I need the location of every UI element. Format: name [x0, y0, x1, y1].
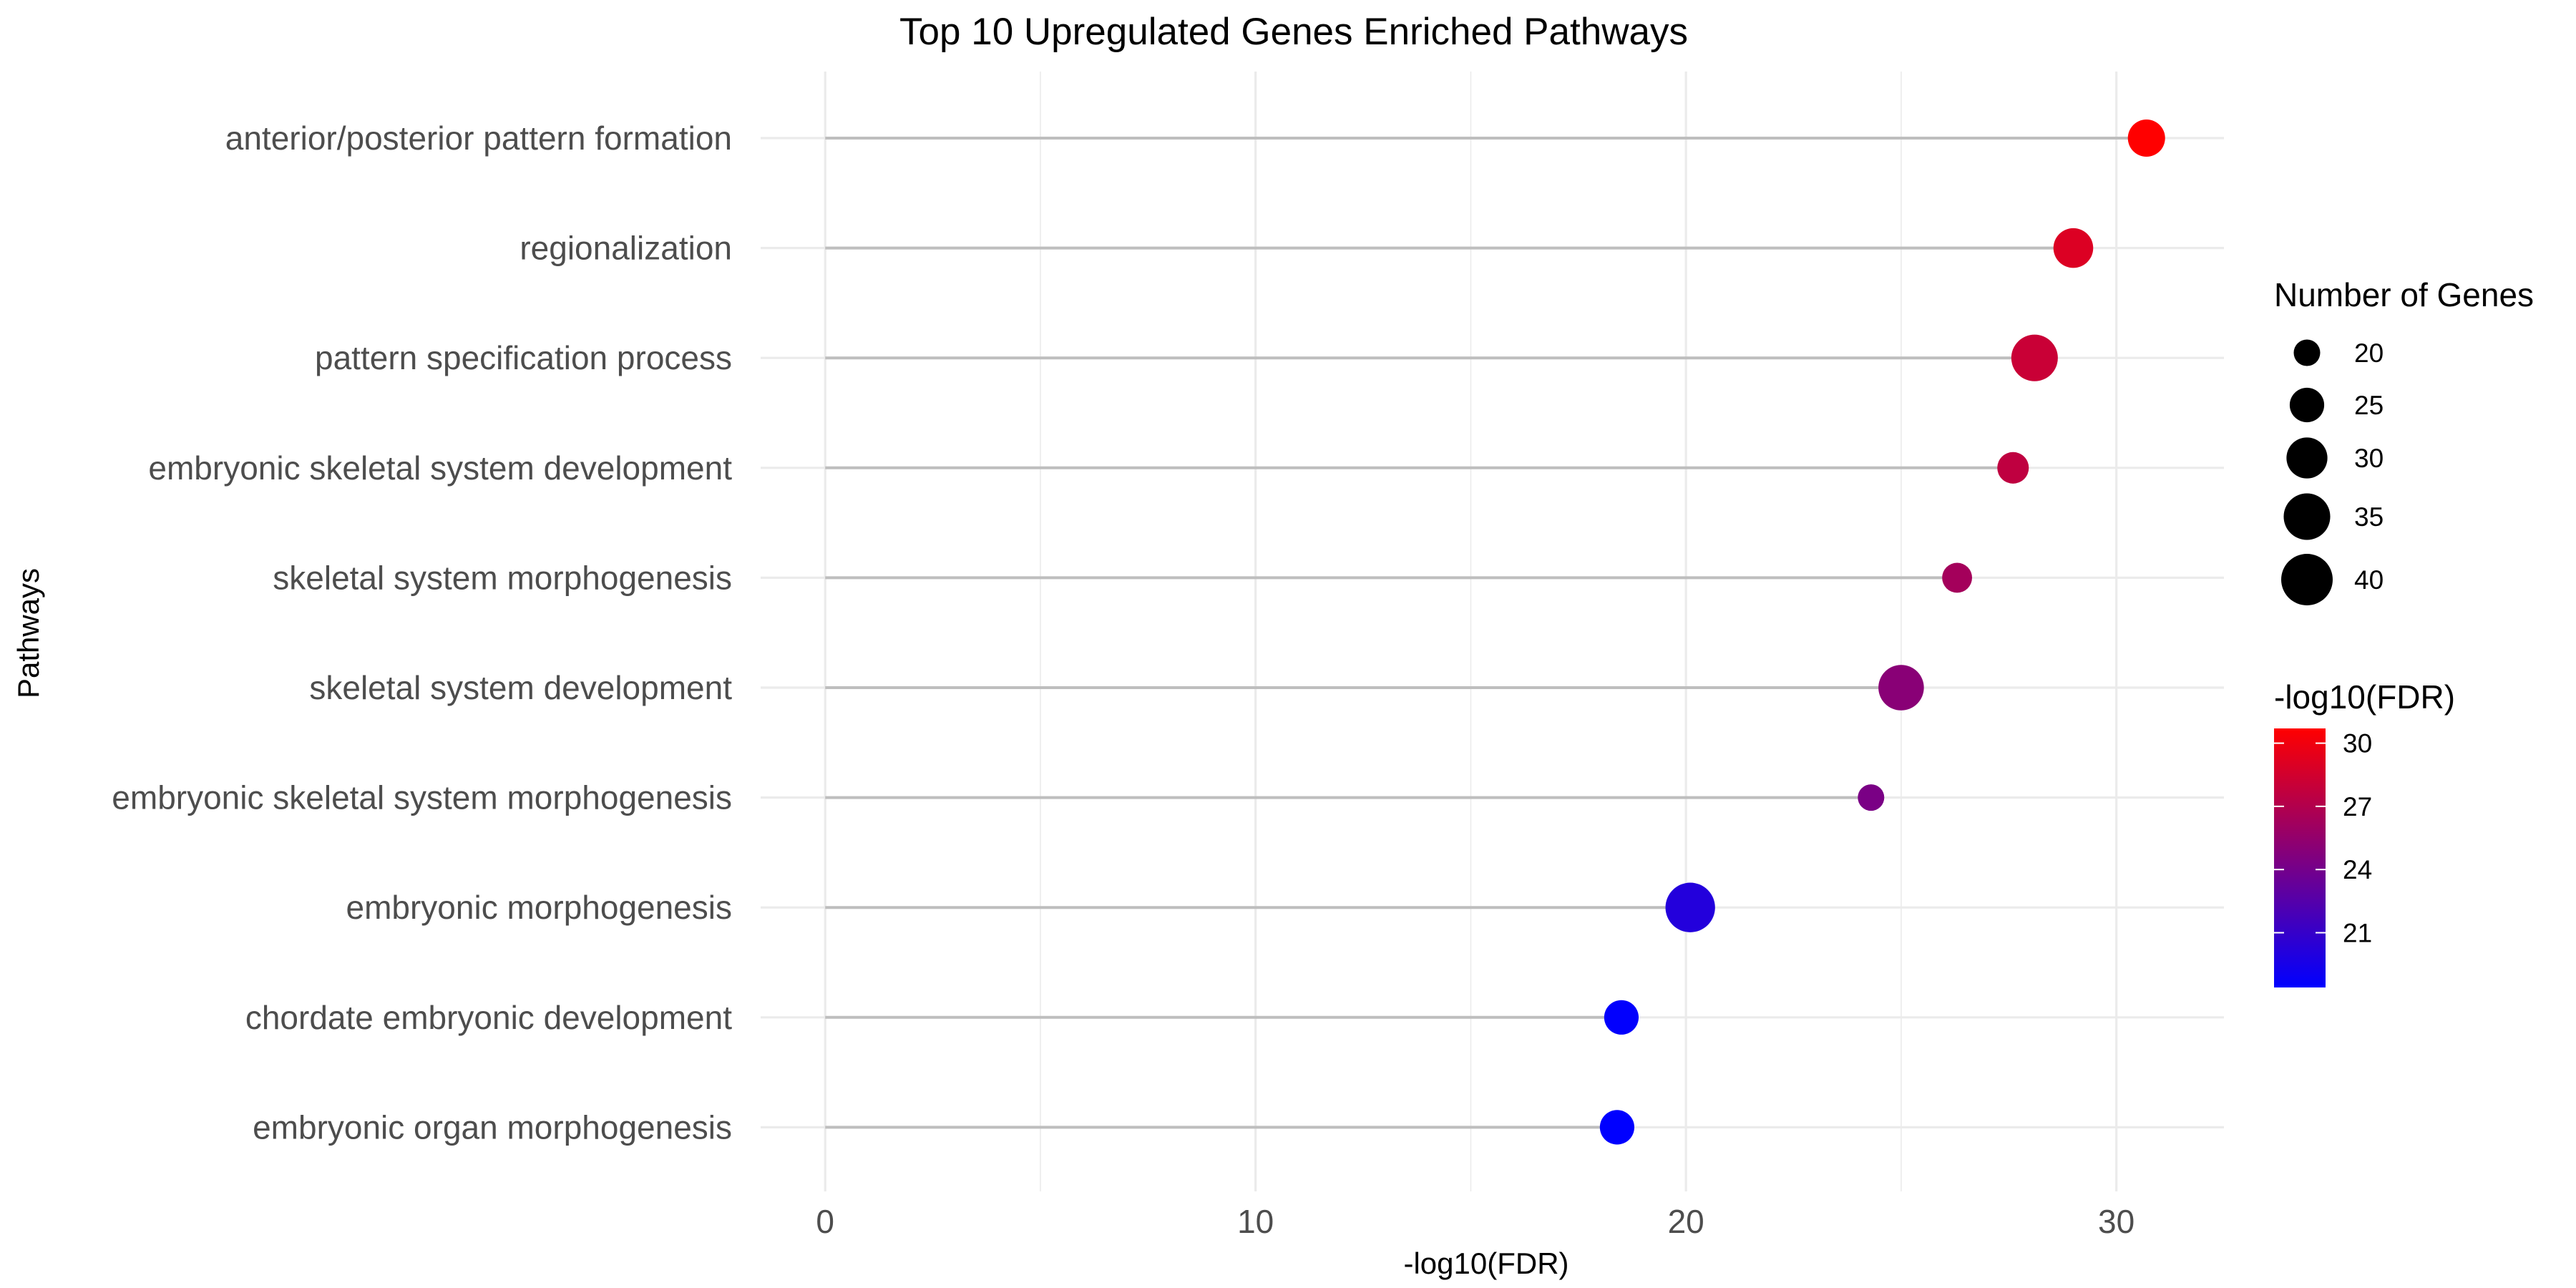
color-legend: -log10(FDR) 21 24 27 30 — [2274, 678, 2455, 987]
size-legend-label-0: 20 — [2354, 338, 2384, 368]
size-legend-label-4: 40 — [2354, 565, 2384, 595]
color-legend-label-1: 24 — [2343, 855, 2372, 884]
size-legend-key-4 — [2281, 554, 2333, 605]
color-legend-label-0: 21 — [2343, 918, 2372, 947]
point-5 — [1878, 665, 1924, 711]
size-legend-key-0 — [2293, 339, 2321, 366]
size-legend: Number of Genes 20 25 30 35 40 — [2274, 276, 2534, 605]
category-label-9: embryonic organ morphogenesis — [253, 1108, 732, 1146]
category-label-3: embryonic skeletal system development — [148, 449, 732, 487]
size-legend-title: Number of Genes — [2274, 276, 2534, 313]
category-label-4: skeletal system morphogenesis — [273, 559, 732, 596]
size-legend-key-3 — [2283, 493, 2331, 540]
point-7 — [1665, 882, 1715, 932]
point-8 — [1604, 1000, 1639, 1035]
lollipop-segments — [825, 137, 2147, 1129]
category-label-6: embryonic skeletal system morphogenesis — [112, 779, 732, 816]
y-axis-title: Pathways — [11, 568, 45, 698]
category-label-5: skeletal system development — [309, 669, 732, 706]
point-6 — [1858, 784, 1885, 811]
point-4 — [1942, 562, 1973, 593]
x-tick-label-1: 10 — [1237, 1203, 1274, 1240]
colorbar — [2274, 728, 2326, 987]
category-label-2: pattern specification process — [315, 339, 732, 376]
category-label-8: chordate embryonic development — [245, 999, 732, 1036]
color-legend-title: -log10(FDR) — [2274, 678, 2455, 716]
size-legend-label-2: 30 — [2354, 444, 2384, 473]
size-legend-key-2 — [2286, 437, 2328, 479]
color-legend-label-3: 30 — [2343, 729, 2372, 758]
data-points — [1599, 119, 2165, 1145]
grid-lines — [761, 72, 2224, 1191]
x-axis-title: -log10(FDR) — [1403, 1246, 1568, 1280]
chart-title: Top 10 Upregulated Genes Enriched Pathwa… — [899, 11, 1688, 53]
point-2 — [2011, 334, 2058, 381]
x-tick-label-0: 0 — [816, 1203, 834, 1240]
point-9 — [1599, 1110, 1635, 1145]
size-legend-key-1 — [2289, 387, 2325, 423]
category-label-0: anterior/posterior pattern formation — [225, 119, 732, 157]
point-0 — [2127, 119, 2165, 157]
size-legend-label-1: 25 — [2354, 391, 2384, 420]
category-labels: anterior/posterior pattern formation regi… — [112, 119, 732, 1146]
point-3 — [1997, 452, 2029, 484]
point-1 — [2053, 228, 2094, 268]
color-legend-label-2: 27 — [2343, 792, 2372, 821]
x-tick-labels: 0 10 20 30 — [816, 1203, 2135, 1240]
category-label-1: regionalization — [519, 230, 732, 267]
x-tick-label-3: 30 — [2098, 1203, 2135, 1240]
size-legend-label-3: 35 — [2354, 502, 2384, 532]
x-tick-label-2: 20 — [1668, 1203, 1704, 1240]
category-label-7: embryonic morphogenesis — [346, 889, 733, 926]
